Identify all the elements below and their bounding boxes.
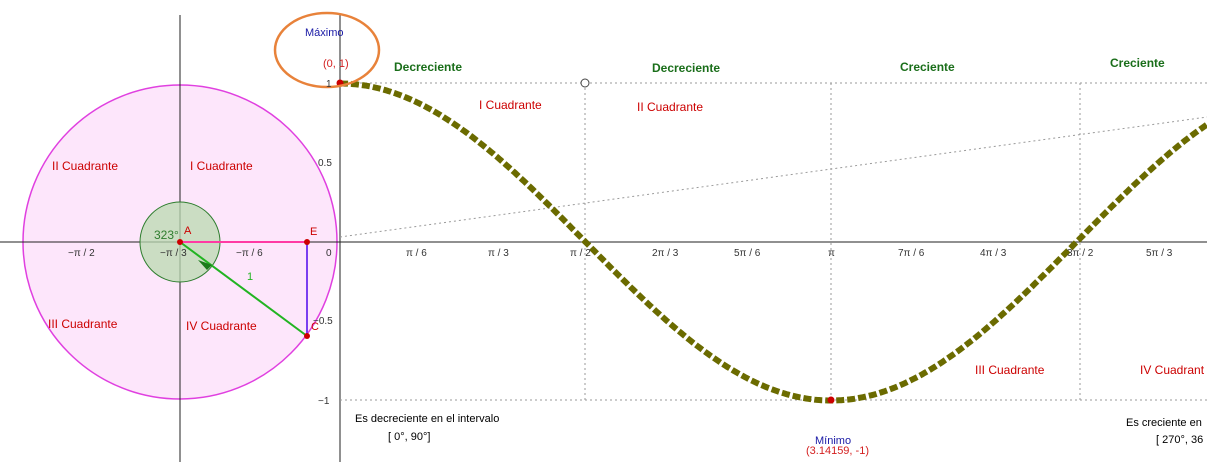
graph-x-tick: 2π / 3 — [652, 248, 679, 259]
angle-label: 323° — [154, 228, 179, 242]
graph-x-tick: 7π / 6 — [898, 248, 925, 259]
monotonic-label: Creciente — [900, 60, 955, 74]
graph-quadrant-label: III Cuadrante — [975, 363, 1045, 377]
minimum-point — [827, 396, 835, 404]
circle-x-tick: 0 — [326, 248, 332, 259]
radius-label: 1 — [247, 271, 253, 283]
hollow-point — [580, 78, 590, 88]
angle-arrow-icon — [198, 260, 212, 270]
point-e-label: E — [310, 226, 317, 238]
graph-x-tick: 3π / 2 — [1067, 248, 1094, 259]
graph-x-tick: 4π / 3 — [980, 248, 1007, 259]
circle-quadrant-label: IV Cuadrante — [186, 319, 257, 333]
dotted-diagonal — [339, 116, 1207, 238]
circle-x-tick: −π / 6 — [236, 248, 263, 259]
maximum-title: Máximo — [305, 27, 344, 39]
point-c — [304, 333, 310, 339]
graph-y-tick: −1 — [318, 396, 330, 407]
graph-x-tick: 5π / 6 — [734, 248, 761, 259]
graph-quadrant-label: I Cuadrante — [479, 98, 542, 112]
monotonic-label: Decreciente — [652, 61, 720, 75]
graph-x-tick: π / 3 — [488, 248, 509, 259]
minimum-coords: (3.14159, -1) — [806, 445, 869, 457]
minimum-title: Mínimo — [815, 435, 851, 447]
point-a-label: A — [184, 225, 192, 237]
graph-x-tick: π / 2 — [570, 248, 591, 259]
decreasing-interval: [ 0°, 90°] — [388, 431, 430, 443]
grid-lines — [339, 82, 1207, 401]
graph-quadrant-label: II Cuadrante — [637, 100, 703, 114]
graph-x-tick: π — [828, 248, 835, 259]
graph-y-tick: −0.5 — [313, 316, 333, 327]
graph-quadrant-label: IV Cuadrant — [1140, 363, 1205, 377]
graph-x-tick: π / 6 — [406, 248, 427, 259]
increasing-note: Es creciente en — [1126, 417, 1202, 429]
monotonic-label: Creciente — [1110, 56, 1165, 70]
circle-x-tick: −π / 2 — [68, 248, 95, 259]
point-a — [177, 239, 183, 245]
graph-y-tick: 0.5 — [318, 158, 332, 169]
radius-line — [179, 241, 308, 337]
graph-x-tick: 5π / 3 — [1146, 248, 1173, 259]
circle-quadrant-label: II Cuadrante — [52, 159, 118, 173]
circle-quadrant-label: I Cuadrante — [190, 159, 253, 173]
circle-quadrant-label: III Cuadrante — [48, 317, 118, 331]
increasing-interval: [ 270°, 36 — [1156, 434, 1203, 446]
monotonic-label: Decreciente — [394, 60, 462, 74]
maximum-coords: (0, 1) — [323, 58, 349, 70]
point-e — [304, 239, 310, 245]
graph-y-tick: 1 — [326, 79, 332, 90]
cosine-curve — [340, 80, 1207, 404]
circle-x-tick: −π / 3 — [160, 248, 187, 259]
decreasing-note: Es decreciente en el intervalo — [355, 413, 499, 425]
maximum-highlight-ellipse — [273, 11, 381, 89]
point-c-label: C — [311, 321, 319, 333]
